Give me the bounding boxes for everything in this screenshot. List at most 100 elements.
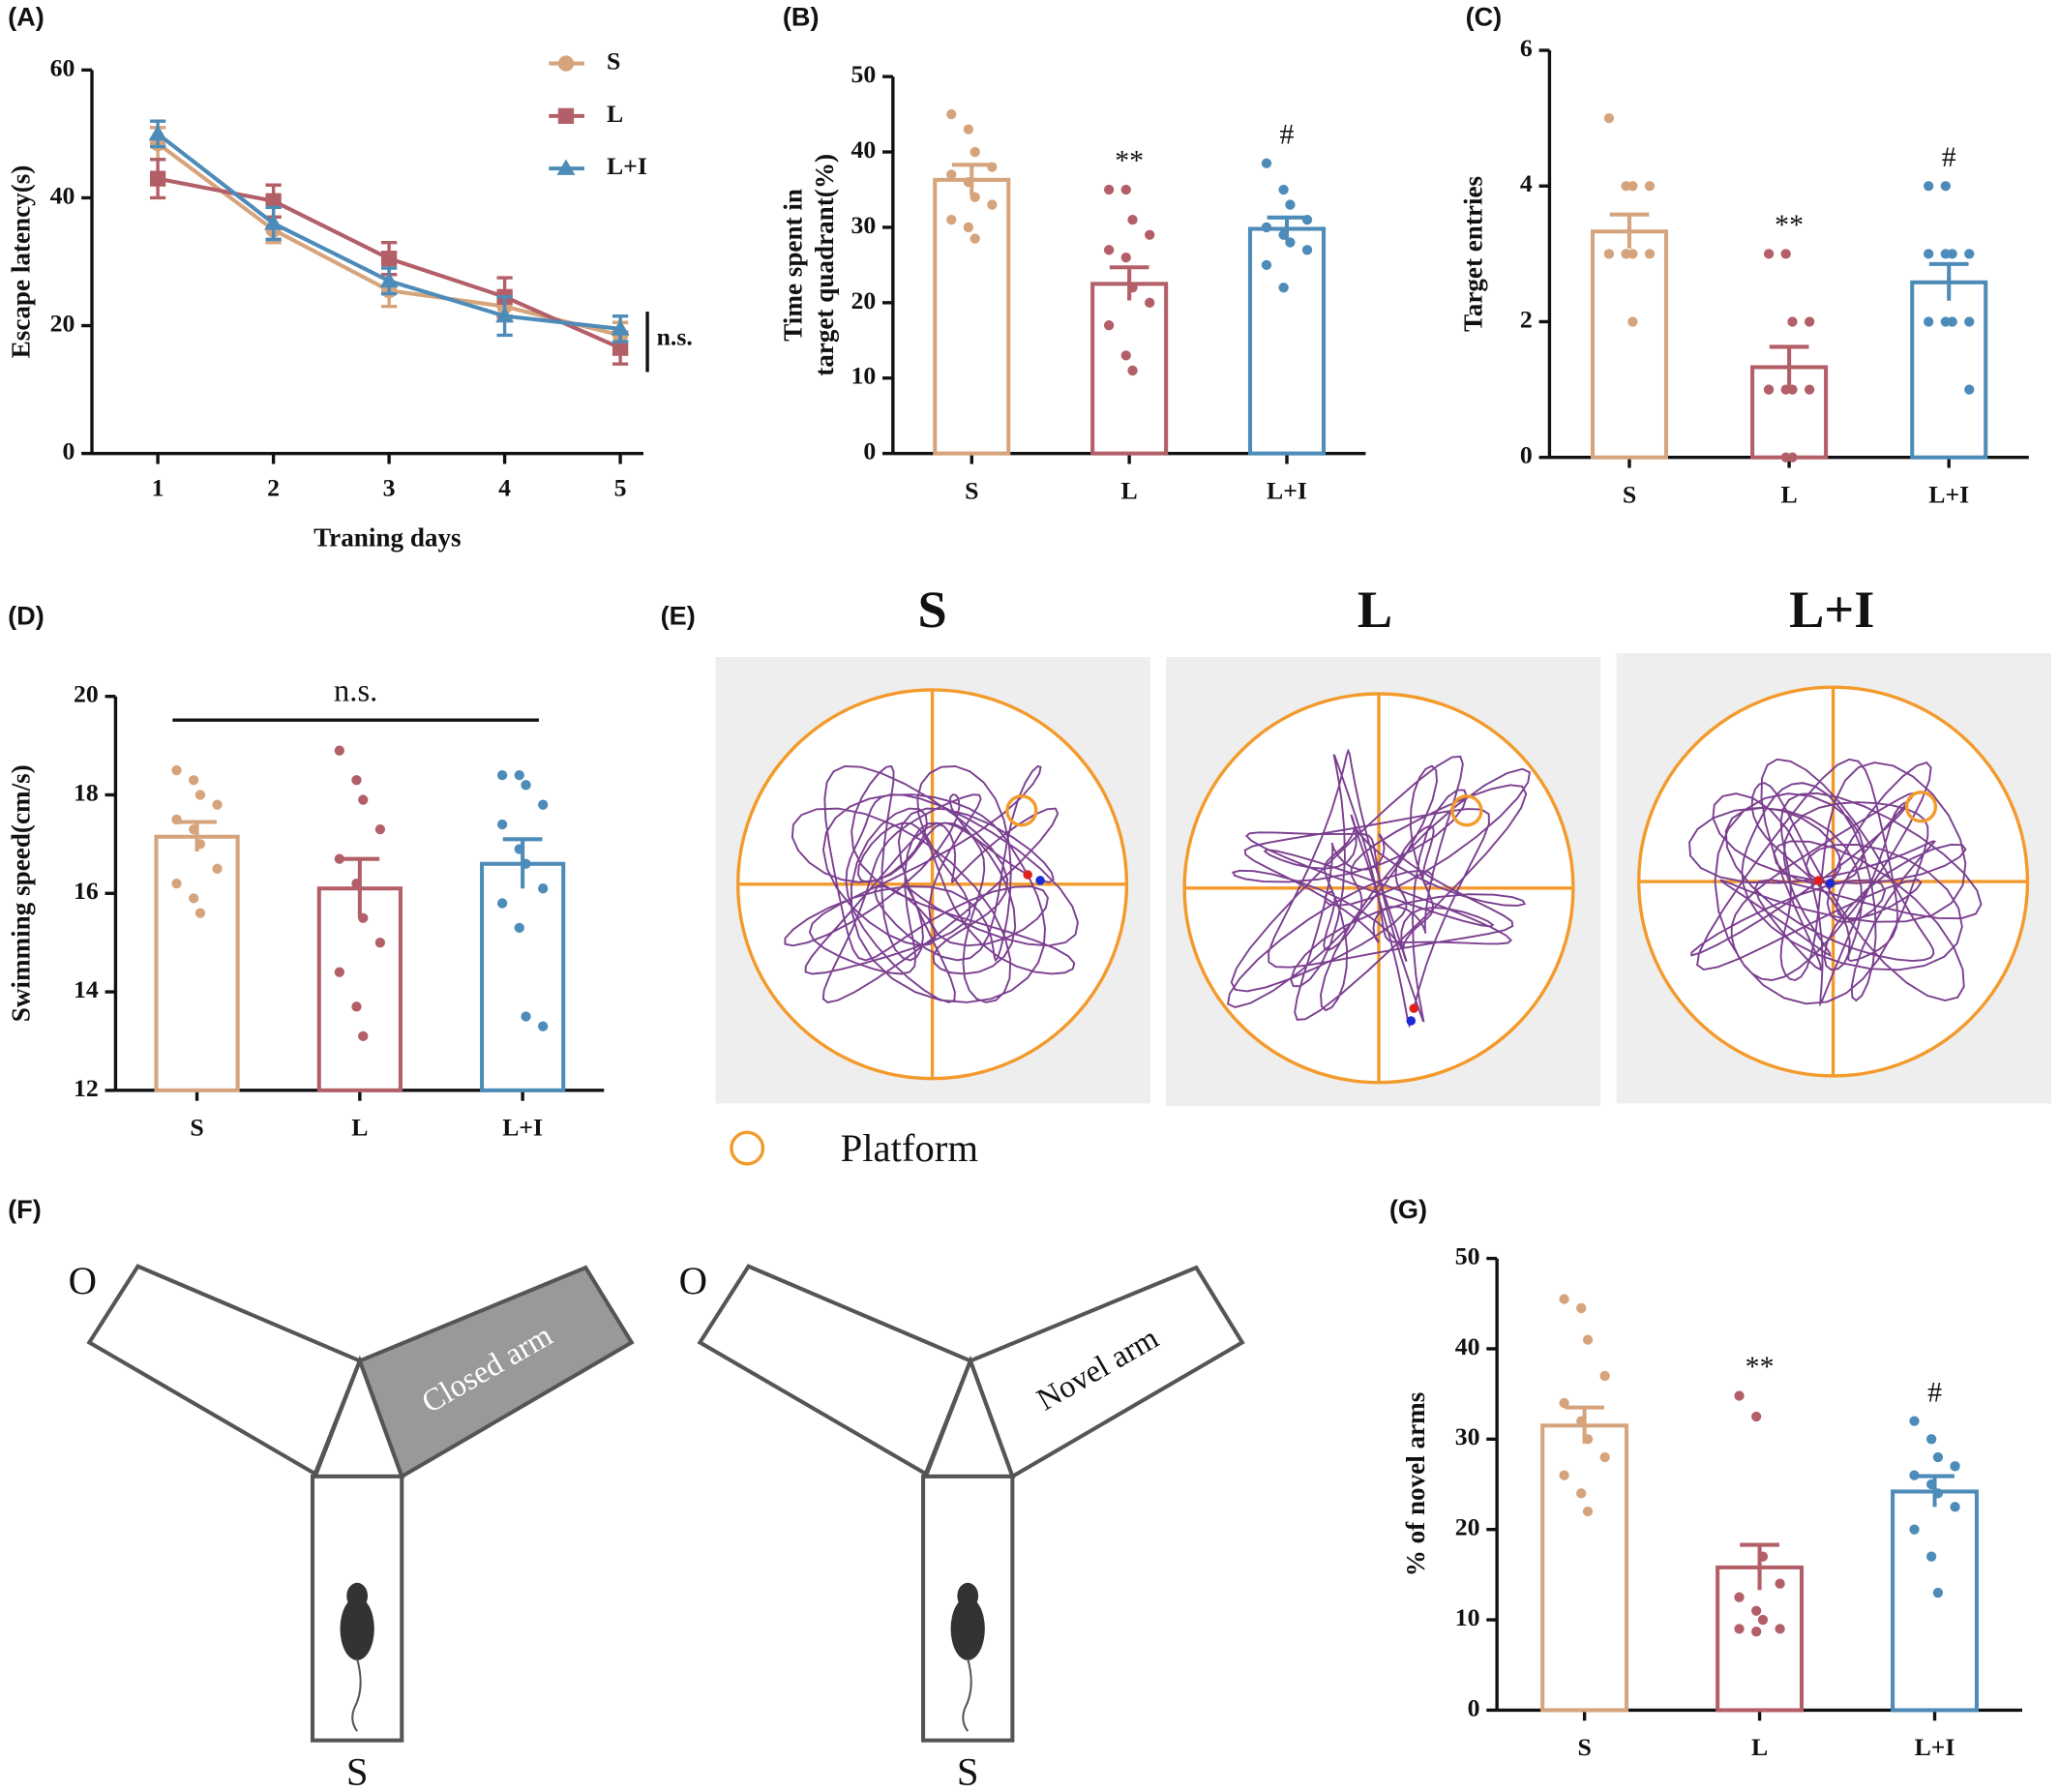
- panel-label: (A): [8, 2, 45, 32]
- data-point: [1763, 249, 1775, 259]
- data-point: [194, 908, 206, 918]
- bar: [933, 177, 1011, 456]
- y-tick-label: 0: [1520, 441, 1533, 469]
- data-point: [1559, 1397, 1569, 1409]
- arm-label: O: [69, 1259, 97, 1302]
- panel-label: (C): [1466, 2, 1503, 32]
- data-point: [1285, 199, 1296, 210]
- marker: [557, 107, 575, 124]
- data-point: [970, 192, 980, 202]
- data-point: [334, 745, 344, 756]
- data-point: [189, 775, 199, 786]
- data-point: [1763, 384, 1775, 395]
- y-tick-label: 0: [62, 437, 75, 465]
- legend-label: L: [607, 100, 623, 128]
- data-point: [1964, 316, 1975, 327]
- data-point: [1644, 249, 1656, 259]
- x-tick-label: S: [1623, 480, 1636, 508]
- data-point: [358, 794, 369, 805]
- data-point: [1804, 316, 1815, 327]
- platform: [1450, 794, 1483, 827]
- data-point: [514, 769, 524, 781]
- data-point: [1787, 452, 1798, 463]
- panel-label: (B): [783, 2, 820, 32]
- data-point: [1127, 365, 1138, 376]
- error-bar: [340, 856, 380, 918]
- data-point: [1950, 1461, 1960, 1472]
- data-point: [1909, 1524, 1920, 1535]
- y-tick-label: 10: [850, 362, 876, 390]
- data-point: [1599, 1370, 1610, 1382]
- arena: [1637, 685, 2030, 1078]
- data-point: [1924, 249, 1934, 259]
- x-axis-label: Traning days: [313, 523, 462, 552]
- maze-left: [86, 1264, 635, 1743]
- data-point: [1301, 214, 1313, 225]
- annotation: n.s.: [334, 673, 377, 708]
- marker: [380, 251, 398, 267]
- marker: [379, 271, 399, 288]
- platform: [1005, 794, 1038, 827]
- data-point: [987, 199, 998, 210]
- data-point: [946, 169, 957, 180]
- marker: [495, 307, 515, 323]
- arm-label: O: [679, 1259, 707, 1302]
- panel-label: (F): [8, 1194, 42, 1224]
- x-tick-label: S: [190, 1113, 203, 1141]
- annotation: #: [1280, 118, 1295, 150]
- annotation: **: [1775, 209, 1804, 241]
- swim-path: [1687, 758, 1983, 1007]
- error-bar: [1928, 261, 1969, 301]
- data-point: [1964, 249, 1975, 259]
- y-axis-label: Escape latency(s): [7, 165, 36, 359]
- swim-path: [1227, 748, 1531, 1029]
- data-point: [194, 790, 206, 800]
- y-axis-label: % of novel arms: [1401, 1392, 1430, 1577]
- data-point: [1278, 283, 1289, 293]
- error-bar: [1769, 344, 1809, 388]
- data-point: [351, 1001, 362, 1012]
- data-point: [514, 922, 524, 934]
- data-point: [194, 839, 206, 850]
- data-point: [1120, 252, 1131, 263]
- marker: [557, 55, 575, 72]
- data-point: [1103, 245, 1115, 255]
- data-point: [212, 863, 223, 874]
- data-point: [171, 878, 182, 889]
- marker: [556, 159, 576, 175]
- data-point: [1950, 1502, 1960, 1512]
- error-bar: [1609, 212, 1650, 249]
- data-point: [970, 146, 980, 158]
- data-point: [1261, 222, 1272, 233]
- arena: [736, 688, 1129, 1081]
- data-point: [1603, 112, 1615, 124]
- data-point: [496, 898, 508, 909]
- y-tick-label: 60: [50, 53, 75, 81]
- bar: [480, 861, 566, 1092]
- data-point: [1576, 1302, 1587, 1314]
- x-tick-label: 2: [267, 474, 280, 502]
- data-point: [496, 769, 508, 781]
- data-point: [1940, 249, 1951, 259]
- x-tick-label: L: [351, 1113, 368, 1141]
- data-point: [1559, 1294, 1569, 1304]
- annotation: n.s.: [657, 322, 693, 350]
- data-point: [171, 764, 182, 776]
- data-point: [1924, 181, 1934, 192]
- x-tick-label: L: [1781, 480, 1798, 508]
- data-point: [1582, 1434, 1594, 1445]
- data-point: [351, 775, 362, 786]
- start-dot: [1406, 1016, 1417, 1026]
- data-point: [963, 124, 974, 134]
- x-tick-label: 1: [152, 474, 164, 502]
- data-point: [1751, 1605, 1762, 1616]
- marker: [148, 124, 167, 141]
- data-point: [1103, 184, 1115, 195]
- y-tick-label: 12: [74, 1074, 99, 1102]
- platform-legend-icon: [730, 1130, 765, 1166]
- data-point: [1285, 237, 1296, 248]
- data-point: [1909, 1470, 1920, 1480]
- data-point: [1932, 1451, 1944, 1463]
- data-point: [171, 814, 182, 825]
- group-title: L: [1358, 581, 1392, 639]
